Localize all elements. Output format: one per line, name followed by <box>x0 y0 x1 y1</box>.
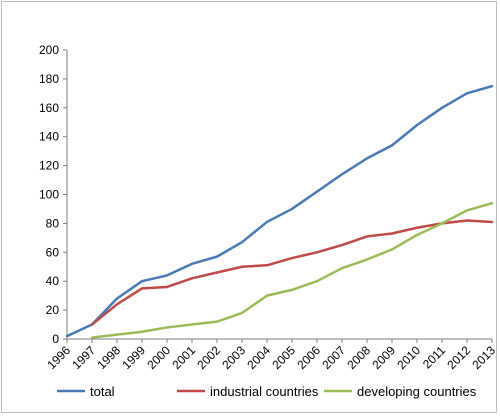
x-tick-label: 2012 <box>444 343 473 372</box>
x-tick-label: 2005 <box>269 343 298 372</box>
x-tick-label: 2013 <box>469 343 498 372</box>
y-tick-label: 160 <box>39 101 59 115</box>
x-tick-label: 2003 <box>219 343 248 372</box>
y-tick-label: 180 <box>39 72 59 86</box>
legend: total industrial countries developing coun… <box>57 384 477 399</box>
x-tick-label: 2001 <box>169 343 198 372</box>
y-tick-label: 80 <box>46 216 60 230</box>
y-tick-label: 200 <box>39 43 59 57</box>
x-tick-label: 1997 <box>69 343 98 372</box>
x-tick-label: 2006 <box>294 343 323 372</box>
x-tick-label: 2002 <box>194 343 223 372</box>
series-line-total <box>65 84 494 338</box>
x-tick-label: 2000 <box>144 343 173 372</box>
y-tick-label: 100 <box>39 188 59 202</box>
x-axis-ticks: 1996199719981999200020012002200320042005… <box>44 339 498 372</box>
y-tick-label: 0 <box>52 332 59 346</box>
x-tick-label: 2008 <box>344 343 373 372</box>
legend-label-total: total <box>90 384 115 399</box>
y-tick-label: 140 <box>39 130 59 144</box>
x-tick-label: 2004 <box>244 343 273 372</box>
y-tick-label: 60 <box>46 245 60 259</box>
y-tick-label: 20 <box>46 303 60 317</box>
x-tick-label: 1996 <box>44 343 73 372</box>
x-tick-label: 2010 <box>394 343 423 372</box>
series-lines <box>65 84 494 339</box>
legend-label-industrial-countries: industrial countries <box>210 384 319 399</box>
x-tick-label: 1998 <box>94 343 123 372</box>
x-tick-label: 2007 <box>319 343 348 372</box>
y-tick-label: 40 <box>46 274 60 288</box>
y-tick-label: 120 <box>39 159 59 173</box>
series-line-developing-countries <box>90 201 494 339</box>
x-tick-label: 2011 <box>420 343 448 371</box>
series-line-industrial-countries <box>90 219 494 326</box>
x-tick-label: 2009 <box>369 343 398 372</box>
x-tick-label: 1999 <box>119 343 148 372</box>
legend-label-developing-countries: developing countries <box>357 384 477 399</box>
y-axis-ticks: 0 20 40 60 80 100 120 140 160 180 200 <box>39 43 67 346</box>
